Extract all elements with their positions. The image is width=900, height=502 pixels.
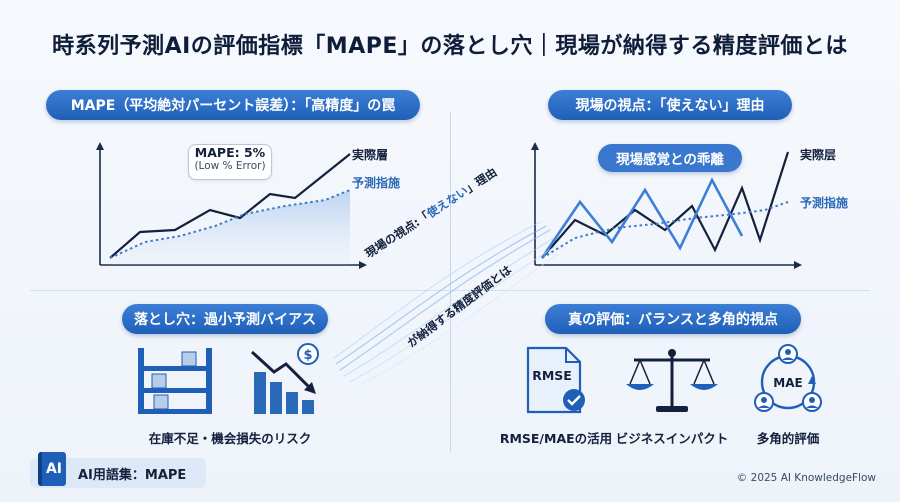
business-impact-caption: ビジネスインパクト: [615, 431, 729, 446]
stream-highlight: 使えない: [424, 183, 471, 221]
actual-series-line: [541, 151, 790, 259]
glossary-badge: AI AI用語集：MAPE: [30, 452, 206, 488]
rmse-caption: RMSE/MAEの活用: [499, 431, 613, 446]
mape-callout: MAPE: 5% (Low % Error): [188, 144, 272, 180]
glossary-label: AI用語集：MAPE: [78, 467, 187, 483]
actual-series-line: [109, 153, 351, 259]
copyright: © 2025 AI KnowledgeFlow: [736, 472, 876, 484]
mape-note: (Low % Error): [194, 160, 266, 172]
risk-caption: 在庫不足・機会損失のリスク: [148, 431, 312, 446]
forecast-area: [110, 190, 350, 265]
vertical-divider: [450, 112, 451, 452]
forecast-series-line: [541, 201, 789, 259]
horizontal-divider: [30, 290, 870, 291]
section-heading-true-eval: 真の評価：バランスと多角的視点: [545, 304, 801, 334]
divergence-callout: 現場感覚との乖離: [598, 144, 742, 172]
section-heading-underforecast: 落とし穴：過小予測バイアス: [122, 304, 328, 334]
mape-chart: [96, 142, 367, 269]
divergence-series-line: [540, 177, 744, 259]
rmse-document-icon: RMSE: [526, 346, 585, 414]
rmse-icon-text: RMSE: [532, 368, 572, 383]
forecast-series-label: 予測指施: [352, 176, 401, 190]
multi-perspective-icon: MAE: [754, 344, 822, 412]
center-stream-decoration: [333, 221, 559, 387]
page-title: 時系列予測AIの評価指標「MAPE」の落とし穴｜現場が納得する精度評価とは: [52, 34, 848, 59]
section-heading-field-view: 現場の視点：「使えない」理由: [548, 90, 792, 120]
field-view-chart: [531, 142, 802, 269]
empty-shelf-icon: [138, 348, 212, 414]
stream-suffix: 」理由: [462, 164, 500, 196]
balance-scale-icon: [626, 349, 718, 412]
mape-value: MAPE: 5%: [194, 145, 266, 160]
declining-sales-icon: $: [250, 343, 319, 414]
actual-series-label: 実際層: [352, 148, 389, 162]
book-icon: AI: [38, 452, 66, 486]
section-heading-mape-trap: MAPE（平均絶対パーセント誤差）：「高精度」の罠: [46, 90, 420, 120]
forecast-series-label: 予測指施: [800, 196, 849, 210]
svg-text:$: $: [303, 348, 312, 363]
mae-icon-text: MAE: [773, 376, 802, 390]
forecast-series-line: [109, 189, 351, 259]
multi-eval-caption: 多角的評価: [756, 431, 820, 446]
actual-series-label: 実際层: [800, 148, 837, 162]
